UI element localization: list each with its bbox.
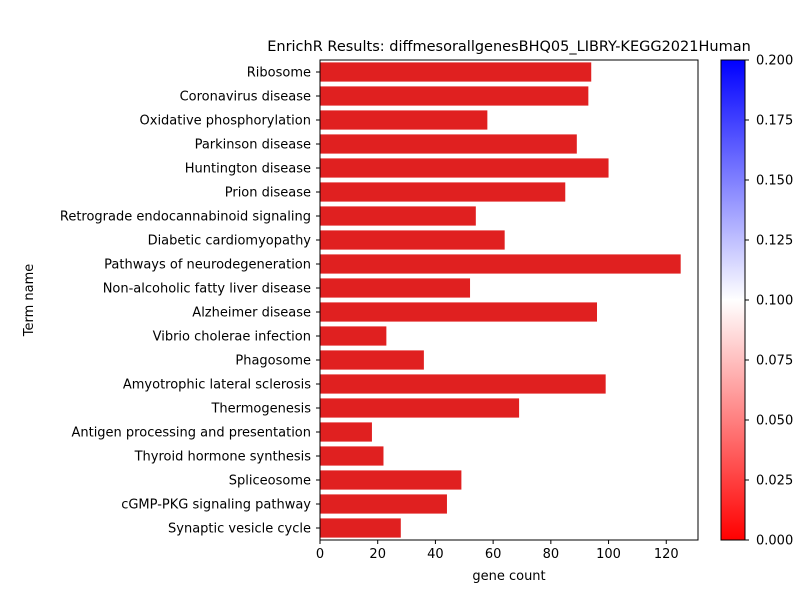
bar xyxy=(320,254,681,274)
category-label: Diabetic cardiomyopathy xyxy=(148,234,312,249)
plot-frame xyxy=(319,59,699,541)
x-tick-label: 40 xyxy=(427,547,444,562)
bar xyxy=(320,278,471,298)
category-label: Antigen processing and presentation xyxy=(71,426,311,441)
bar xyxy=(320,302,598,322)
colorbar-tick-label: 0.050 xyxy=(756,414,793,429)
colorbar-tick-label: 0.200 xyxy=(756,54,793,69)
category-label: Non-alcoholic fatty liver disease xyxy=(103,282,311,297)
x-tick-label: 0 xyxy=(316,547,324,562)
x-axis-label: gene count xyxy=(472,569,545,584)
category-label: Prion disease xyxy=(225,186,311,201)
category-label: Thermogenesis xyxy=(210,402,311,417)
category-label: Oxidative phosphorylation xyxy=(140,114,311,129)
colorbar-tick-label: 0.125 xyxy=(756,234,793,249)
category-label: Pathways of neurodegeneration xyxy=(104,258,311,273)
x-tick-label: 60 xyxy=(485,547,502,562)
colorbar-ticks-group: 0.000 0.025 0.050 0.075 0.100 0.125 0.150 0.175… xyxy=(745,54,793,549)
colorbar-tick-label: 0.000 xyxy=(756,534,793,549)
bar xyxy=(320,326,387,346)
colorbar-tick-label: 0.025 xyxy=(756,474,793,489)
category-label: Retrograde endocannabinoid signaling xyxy=(60,210,311,225)
bar xyxy=(320,446,384,466)
category-label: Ribosome xyxy=(247,66,311,81)
bar xyxy=(320,230,505,250)
bar xyxy=(320,62,592,82)
x-tick-label: 120 xyxy=(654,547,679,562)
bar xyxy=(320,134,577,154)
category-label: Spliceosome xyxy=(229,474,311,489)
bar xyxy=(320,86,589,106)
bars-group xyxy=(320,62,681,538)
category-label: Amyotrophic lateral sclerosis xyxy=(123,378,311,393)
category-label: Thyroid hormone synthesis xyxy=(134,450,312,465)
bar xyxy=(320,374,606,394)
x-tick-label: 20 xyxy=(369,547,386,562)
bar xyxy=(320,398,520,418)
bar xyxy=(320,422,372,442)
chart-title: EnrichR Results: diffmesorallgenesBHQ05_… xyxy=(267,39,751,55)
category-label: Parkinson disease xyxy=(195,138,311,153)
colorbar-tick-label: 0.100 xyxy=(756,294,793,309)
category-label: Alzheimer disease xyxy=(192,306,311,321)
bar xyxy=(320,470,462,490)
bar xyxy=(320,110,488,130)
category-label: Huntington disease xyxy=(185,162,311,177)
x-ticks-group: 0 20 40 60 80 100 120 xyxy=(316,540,679,562)
colorbar-tick-label: 0.075 xyxy=(756,354,793,369)
colorbar xyxy=(720,59,746,541)
category-labels-group: Ribosome Coronavirus disease Oxidative pho… xyxy=(60,66,320,537)
category-label: Synaptic vesicle cycle xyxy=(168,522,311,537)
bar xyxy=(320,182,566,202)
bar xyxy=(320,494,447,514)
colorbar-tick-label: 0.150 xyxy=(756,174,793,189)
x-tick-label: 100 xyxy=(596,547,621,562)
x-tick-label: 80 xyxy=(543,547,560,562)
bar xyxy=(320,158,609,178)
bar xyxy=(320,206,476,226)
bar xyxy=(320,518,401,538)
category-label: Coronavirus disease xyxy=(180,90,311,105)
y-axis-label: Term name xyxy=(22,264,37,338)
bar xyxy=(320,350,424,370)
category-label: Phagosome xyxy=(235,354,311,369)
category-label: cGMP-PKG signaling pathway xyxy=(121,498,311,513)
colorbar-tick-label: 0.175 xyxy=(756,114,793,129)
category-label: Vibrio cholerae infection xyxy=(153,330,311,345)
